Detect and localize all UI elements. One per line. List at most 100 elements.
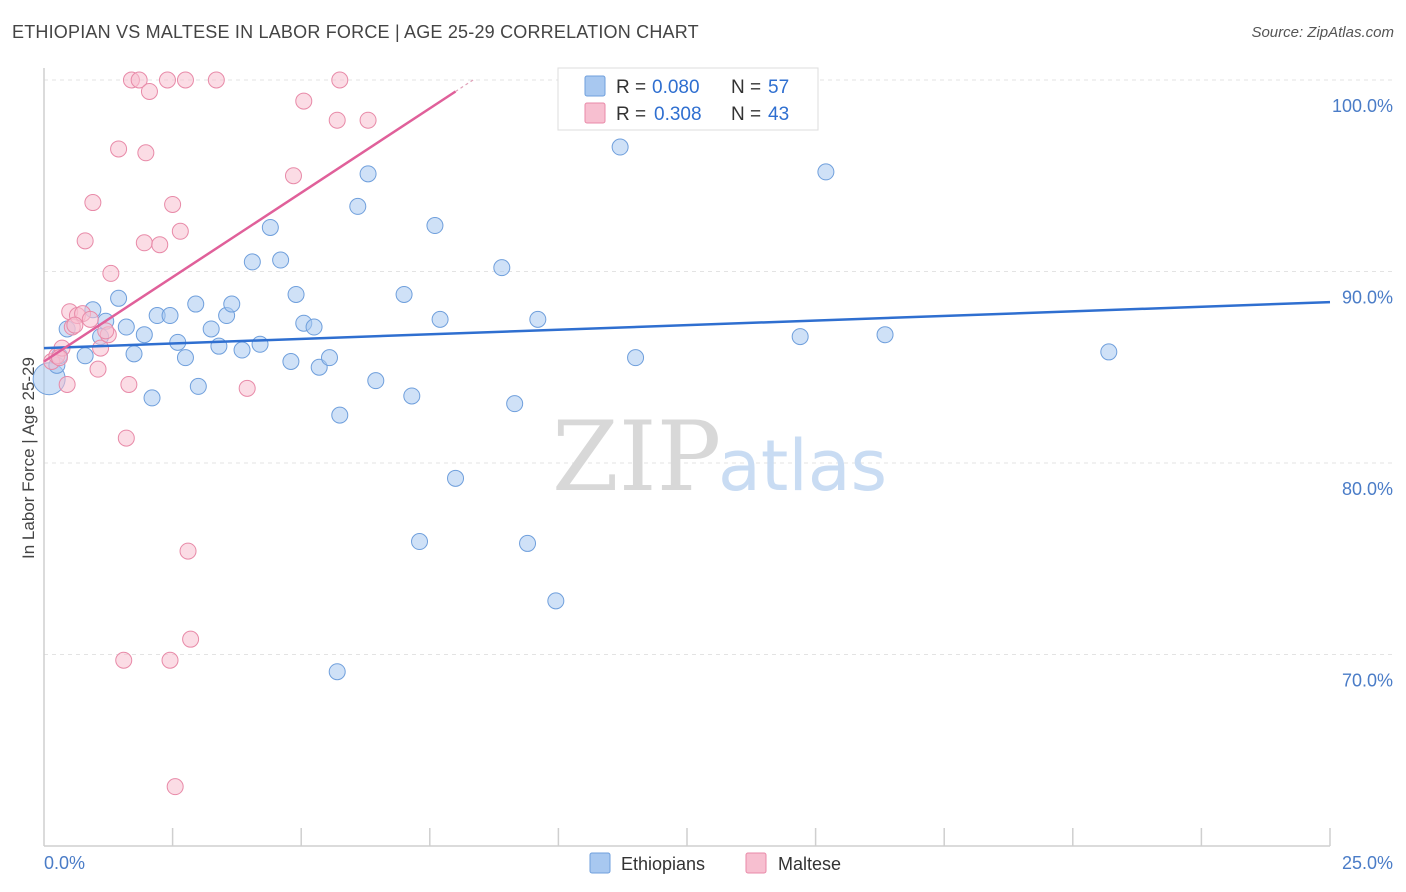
data-point [359, 111, 377, 129]
data-point [179, 542, 197, 560]
data-point [110, 140, 128, 158]
data-point [243, 253, 261, 271]
data-point [817, 163, 835, 181]
y-axis-tick-labels: 70.0% 80.0% 90.0% 100.0% [1332, 96, 1393, 691]
data-point [189, 377, 207, 395]
data-point [92, 339, 110, 357]
data-point [202, 320, 220, 338]
source-label: Source: ZipAtlas.com [1251, 24, 1394, 41]
data-point [395, 285, 413, 303]
data-point [272, 251, 290, 269]
data-point [331, 406, 349, 424]
data-point [135, 234, 153, 252]
data-point [447, 469, 465, 487]
data-point [1100, 343, 1118, 361]
data-point [320, 349, 338, 367]
data-point [359, 165, 377, 183]
data-point [876, 326, 894, 344]
data-point [125, 345, 143, 363]
data-point [207, 71, 225, 89]
data-point [176, 71, 194, 89]
x-tick-label-min: 0.0% [44, 853, 85, 873]
data-point [328, 111, 346, 129]
watermark-atlas: atlas [718, 425, 887, 507]
data-point [161, 307, 179, 325]
data-point [305, 318, 323, 336]
data-point [331, 71, 349, 89]
legend-n-label-2: N = [731, 104, 761, 125]
data-point [135, 326, 153, 344]
data-point [506, 395, 524, 413]
data-point [529, 310, 547, 328]
data-point [89, 360, 107, 378]
legend-n-label-1: N = [731, 77, 761, 98]
data-point [238, 379, 256, 397]
y-axis-title: In Labor Force | Age 25-29 [19, 357, 38, 559]
trendline-ethiopians [43, 300, 1331, 350]
data-point [547, 592, 565, 610]
trend-lines [43, 79, 1331, 363]
bottom-legend-label-maltese: Maltese [778, 854, 841, 874]
data-point [182, 630, 200, 648]
data-point [295, 92, 313, 110]
data-point [233, 341, 251, 359]
data-point [164, 195, 182, 213]
data-point [176, 349, 194, 367]
data-point [282, 353, 300, 371]
data-point [66, 316, 84, 334]
chart-title: ETHIOPIAN VS MALTESE IN LABOR FORCE | AG… [12, 22, 699, 42]
data-point [403, 387, 421, 405]
legend-box: R = 0.080 N = 57 R = 0.308 N = 43 [557, 67, 819, 131]
data-point [102, 264, 120, 282]
data-point [81, 310, 99, 328]
legend-r-value-2: 0.308 [654, 104, 702, 125]
series-ethiopians [32, 71, 1118, 681]
data-point [171, 222, 189, 240]
data-point [137, 144, 155, 162]
y-tick-label: 100.0% [1332, 96, 1393, 116]
data-point [493, 259, 511, 277]
x-tick-label-max: 25.0% [1342, 853, 1393, 873]
data-point [76, 347, 94, 365]
legend-r-value-1: 0.080 [652, 77, 700, 98]
data-point [120, 375, 138, 393]
data-point [130, 71, 148, 89]
data-point [287, 285, 305, 303]
data-point [261, 218, 279, 236]
watermark: ZIP atlas [552, 401, 887, 513]
data-point [411, 533, 429, 551]
trendline-maltese-extension [455, 79, 474, 92]
data-point [166, 778, 184, 796]
data-point [328, 663, 346, 681]
bottom-legend: Ethiopians Maltese [589, 852, 841, 874]
data-point [97, 322, 115, 340]
watermark-zip: ZIP [552, 401, 721, 513]
data-point [251, 335, 269, 353]
data-point [58, 375, 76, 393]
x-axis-ticks [171, 828, 1331, 846]
bottom-legend-label-ethiopians: Ethiopians [621, 854, 705, 874]
bottom-legend-swatch-maltese [745, 852, 767, 874]
y-tick-label: 70.0% [1342, 671, 1393, 691]
data-point [110, 289, 128, 307]
data-point [115, 651, 133, 669]
gridlines [44, 79, 1393, 655]
series-maltese [43, 71, 377, 796]
legend-r-label-1: R = [616, 77, 646, 98]
legend-n-value-2: 43 [768, 104, 789, 125]
data-point [76, 232, 94, 250]
data-point [367, 372, 385, 390]
data-point [151, 236, 169, 254]
data-point [611, 138, 629, 156]
data-point [140, 82, 158, 100]
data-point [431, 310, 449, 328]
data-point [627, 349, 645, 367]
trendline-maltese [43, 90, 457, 363]
y-tick-label: 90.0% [1342, 288, 1393, 308]
data-point [349, 197, 367, 215]
data-point [284, 167, 302, 185]
data-point [117, 429, 135, 447]
data-point [426, 217, 444, 235]
data-point [158, 71, 176, 89]
